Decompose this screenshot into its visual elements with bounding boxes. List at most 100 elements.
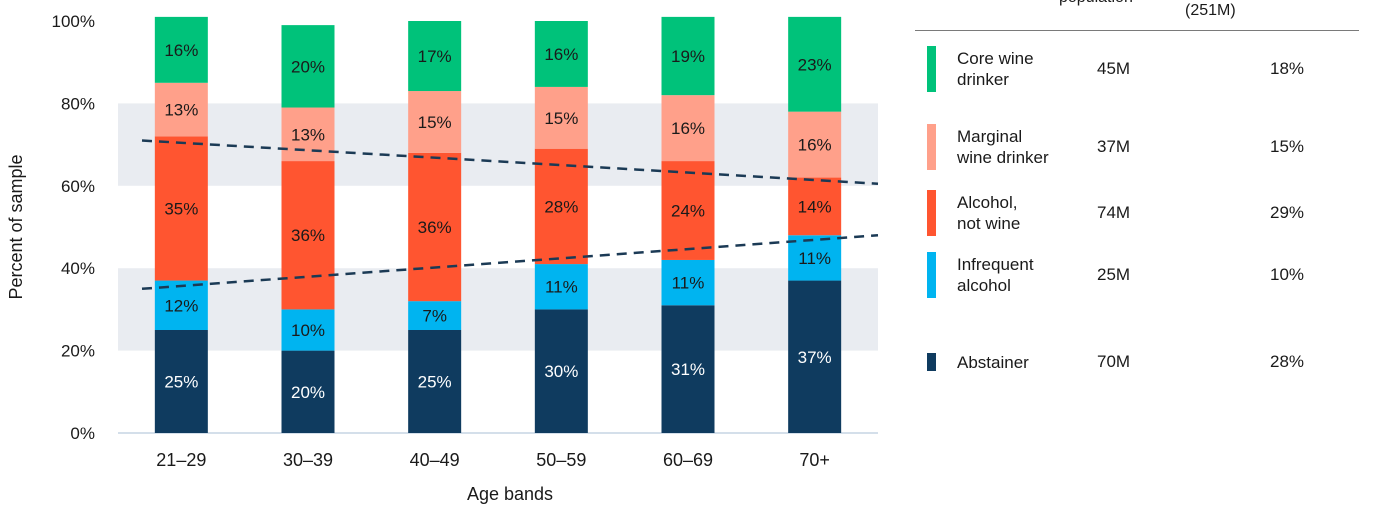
background-bands bbox=[118, 103, 878, 351]
data-label: 17% bbox=[418, 47, 452, 66]
bar-segment bbox=[534, 86, 588, 149]
data-label: 25% bbox=[418, 373, 452, 392]
data-label: 13% bbox=[291, 125, 325, 144]
y-tick-label: 60% bbox=[61, 177, 95, 196]
y-tick-label: 20% bbox=[61, 342, 95, 361]
legend-table: population (251M) Core wine drinker 45M 18%… bbox=[915, 0, 1379, 420]
x-tick-label: 60–69 bbox=[663, 450, 713, 470]
legend-population-value: 25M bbox=[1097, 265, 1131, 284]
bar-segment bbox=[534, 21, 588, 87]
data-label: 13% bbox=[164, 101, 198, 120]
legend-label-line: Marginal bbox=[957, 127, 1023, 146]
bar-segment bbox=[661, 16, 715, 96]
background-band bbox=[118, 268, 878, 351]
legend-swatch bbox=[927, 124, 936, 170]
data-label: 16% bbox=[671, 119, 705, 138]
bars: 25% 12% 35% 13% 16% 20% 10% 36% 13% 20% 25% 7% 36% 15… bbox=[154, 16, 842, 433]
legend-label-line: Core wine bbox=[957, 49, 1034, 68]
trend-line bbox=[141, 139, 879, 185]
data-label: 24% bbox=[671, 202, 705, 221]
data-label: 36% bbox=[418, 218, 452, 237]
legend-swatch bbox=[927, 252, 936, 298]
bar-segment bbox=[281, 161, 335, 310]
legend-label: Infrequent alcohol bbox=[957, 254, 1034, 296]
data-label: 14% bbox=[798, 197, 832, 216]
bar-segment bbox=[281, 25, 335, 108]
legend-population-value: 37M bbox=[1097, 137, 1131, 156]
legend-label-line: Infrequent bbox=[957, 255, 1034, 274]
bar-segment bbox=[788, 16, 842, 112]
bar-segment bbox=[281, 309, 335, 351]
bar-segment bbox=[408, 301, 462, 330]
bar-segment bbox=[534, 264, 588, 310]
data-label: 35% bbox=[164, 199, 198, 218]
bar-segment bbox=[154, 82, 208, 137]
legend-share-value: 29% bbox=[1270, 203, 1305, 222]
bar-segment bbox=[408, 152, 462, 302]
legend-share-value: 10% bbox=[1270, 265, 1305, 284]
data-label: 11% bbox=[672, 274, 705, 293]
background-band bbox=[118, 103, 878, 186]
trend-lines bbox=[141, 139, 879, 291]
legend-divider bbox=[915, 30, 1359, 31]
data-label: 11% bbox=[545, 278, 578, 297]
x-axis-label: Age bands bbox=[467, 484, 553, 504]
legend-header-population: population bbox=[1059, 0, 1133, 7]
data-label: 19% bbox=[671, 47, 705, 66]
legend-share-value: 18% bbox=[1270, 59, 1305, 78]
bar-segment bbox=[534, 148, 588, 265]
y-axis-ticks: 0% 20% 40% 60% 80% 100% bbox=[52, 12, 95, 443]
legend-label: Abstainer bbox=[957, 352, 1029, 373]
legend-label: Core wine drinker bbox=[957, 48, 1034, 90]
legend-label-line: Alcohol, bbox=[957, 193, 1018, 212]
bar-segment bbox=[408, 91, 462, 153]
data-label: 20% bbox=[291, 57, 325, 76]
data-label: 36% bbox=[291, 226, 325, 245]
x-tick-label: 70+ bbox=[799, 450, 830, 470]
legend-swatch bbox=[927, 46, 936, 92]
data-label: 16% bbox=[544, 45, 578, 64]
data-label: 15% bbox=[418, 113, 452, 132]
bar-segment bbox=[408, 21, 462, 92]
legend-population-value: 70M bbox=[1097, 352, 1131, 371]
trend-line bbox=[141, 233, 879, 291]
legend-label: Alcohol, not wine bbox=[957, 192, 1020, 234]
y-tick-label: 40% bbox=[61, 259, 95, 278]
data-label: 12% bbox=[164, 296, 198, 315]
x-tick-label: 30–39 bbox=[283, 450, 333, 470]
bar-segment bbox=[788, 235, 842, 281]
bar-segment bbox=[154, 330, 208, 433]
bar-segment bbox=[281, 350, 335, 433]
legend-swatch bbox=[927, 353, 936, 371]
data-label: 20% bbox=[291, 383, 325, 402]
bar-segment bbox=[788, 177, 842, 236]
bar-segment bbox=[281, 107, 335, 162]
legend-label: Marginal wine drinker bbox=[957, 126, 1049, 168]
data-label: 31% bbox=[671, 360, 705, 379]
data-label: 30% bbox=[544, 362, 578, 381]
data-label: 23% bbox=[798, 55, 832, 74]
data-label: 10% bbox=[291, 321, 325, 340]
legend-population-value: 74M bbox=[1097, 203, 1131, 222]
bar-segment bbox=[154, 136, 208, 281]
bar-segment bbox=[154, 280, 208, 330]
bar-segment bbox=[154, 16, 208, 83]
data-label: 37% bbox=[798, 348, 832, 367]
data-label: 11% bbox=[798, 249, 831, 268]
bar-segment bbox=[661, 161, 715, 260]
bar-segment bbox=[788, 111, 842, 178]
data-label: 25% bbox=[164, 373, 198, 392]
data-label: 7% bbox=[422, 307, 447, 326]
bar-segment bbox=[661, 95, 715, 162]
legend-header-share: (251M) bbox=[1185, 2, 1236, 19]
bar-segment bbox=[534, 309, 588, 433]
legend-population-value: 45M bbox=[1097, 59, 1131, 78]
bar-segment bbox=[661, 305, 715, 433]
legend-label-line: drinker bbox=[957, 70, 1009, 89]
legend-share-value: 28% bbox=[1270, 352, 1305, 371]
y-axis-label: Percent of sample bbox=[6, 154, 26, 299]
bar-segment bbox=[788, 280, 842, 433]
x-axis-ticks: 21–29 30–39 40–49 50–59 60–69 70+ bbox=[156, 450, 830, 470]
legend-label-line: alcohol bbox=[957, 276, 1011, 295]
